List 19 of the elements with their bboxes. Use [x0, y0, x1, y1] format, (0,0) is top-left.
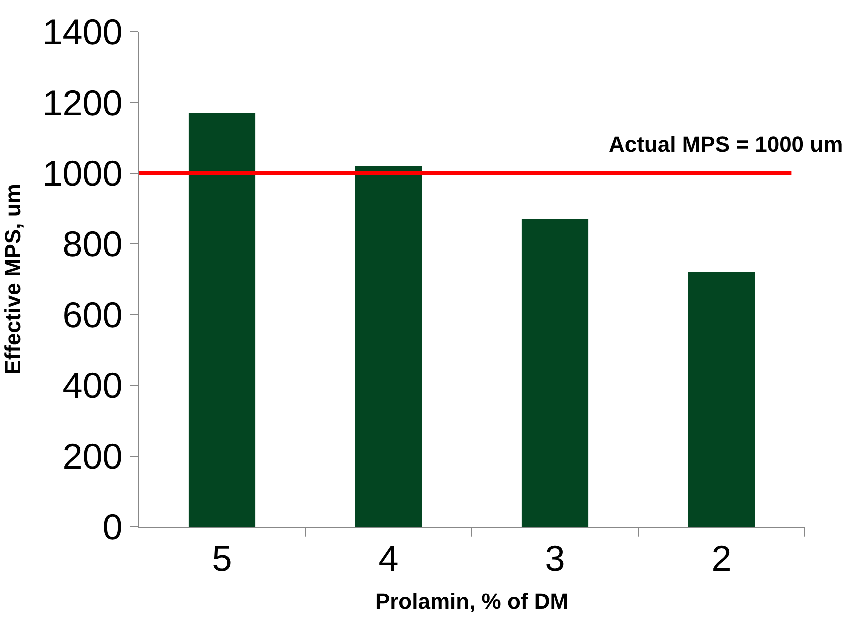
x-tick-label: 5: [212, 538, 232, 580]
y-tick-label: 1000: [42, 153, 123, 194]
bar: [355, 166, 422, 527]
x-tick-label: 3: [545, 538, 566, 580]
bar: [688, 272, 756, 527]
bar: [522, 219, 589, 527]
x-tick-label: 4: [378, 538, 399, 580]
x-axis-title: Prolamin, % of DM: [375, 589, 569, 614]
y-tick-label: 1200: [42, 82, 123, 124]
y-tick-label: 200: [62, 436, 123, 477]
y-tick-label: 0: [102, 506, 123, 548]
y-tick-label: 800: [62, 224, 123, 265]
ref-line-label: Actual MPS = 1000 um: [609, 132, 844, 157]
y-tick-label: 400: [62, 365, 123, 406]
bar: [188, 113, 256, 527]
y-axis-title: Effective MPS, um: [0, 184, 26, 375]
x-tick-label: 2: [712, 538, 732, 580]
y-tick-label: 1400: [42, 12, 123, 53]
y-tick-label: 600: [62, 294, 123, 336]
